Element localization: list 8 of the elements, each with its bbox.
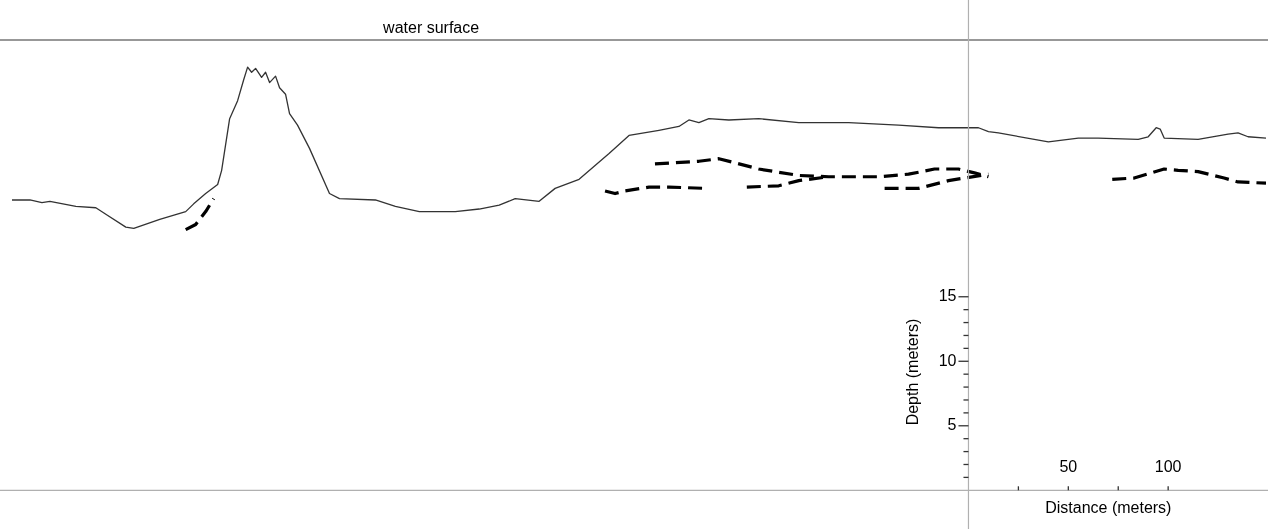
x-tick-label: 100: [1154, 457, 1182, 475]
ref-line-label: water surface: [382, 19, 480, 37]
x-tick-label: 50: [1059, 457, 1078, 475]
y-tick-label: 15: [938, 287, 957, 305]
y-axis-title: Depth (meters): [903, 318, 921, 426]
y-tick-label: 5: [947, 416, 957, 434]
y-tick-label: 10: [938, 351, 957, 369]
x-axis-title: Distance (meters): [1045, 498, 1172, 516]
